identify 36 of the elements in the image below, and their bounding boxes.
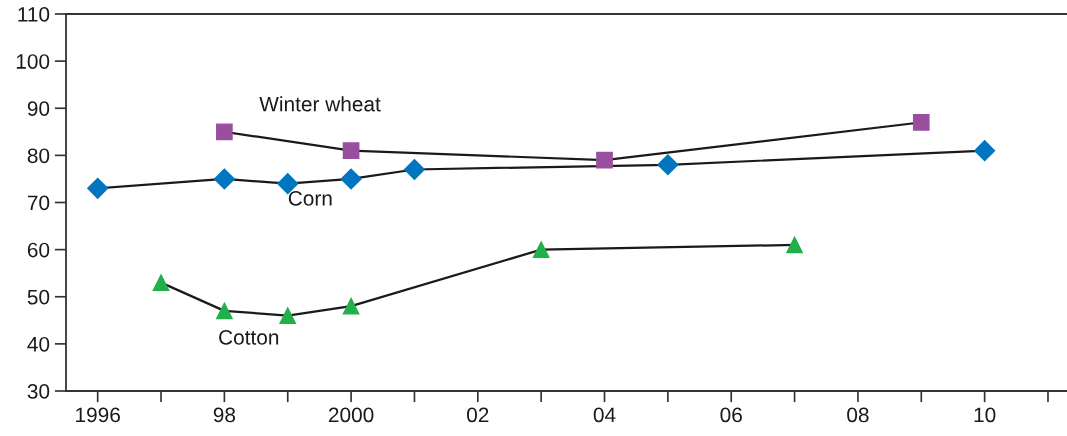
point [340,168,362,190]
y-tick-label: 50 [27,289,50,305]
y-tick-label: 60 [27,242,50,258]
y-tick-label: 100 [16,54,50,69]
x-tick-label: 02 [467,407,489,423]
point [279,307,297,324]
series-label: Winter wheat [259,96,381,112]
point [596,151,613,169]
series-label: Corn [288,190,332,206]
y-tick-label: 90 [27,101,50,116]
point [152,274,170,291]
y-tick-label: 80 [27,148,50,164]
y-tick-label: 110 [18,7,50,22]
x-tick-label: 10 [974,407,996,423]
point [912,114,930,131]
point [403,158,425,181]
point [657,154,679,176]
point [213,168,235,190]
point [342,297,360,315]
series-label: Cotton [219,330,279,345]
point [216,123,233,141]
x-tick-label: 08 [847,407,869,423]
x-tick-label: 04 [593,407,616,423]
point [87,177,109,199]
x-tick-label: 1996 [76,407,120,423]
point [532,241,550,258]
y-tick-label: 40 [27,336,50,352]
y-tick-label: 30 [27,384,50,399]
x-tick-label: 06 [720,407,742,423]
y-tick-label: 70 [27,195,50,211]
x-tick-label: 98 [213,407,236,423]
point [342,142,360,159]
x-tick-label: 2000 [328,407,374,423]
point [974,140,996,162]
point [786,236,803,254]
point [216,302,233,320]
